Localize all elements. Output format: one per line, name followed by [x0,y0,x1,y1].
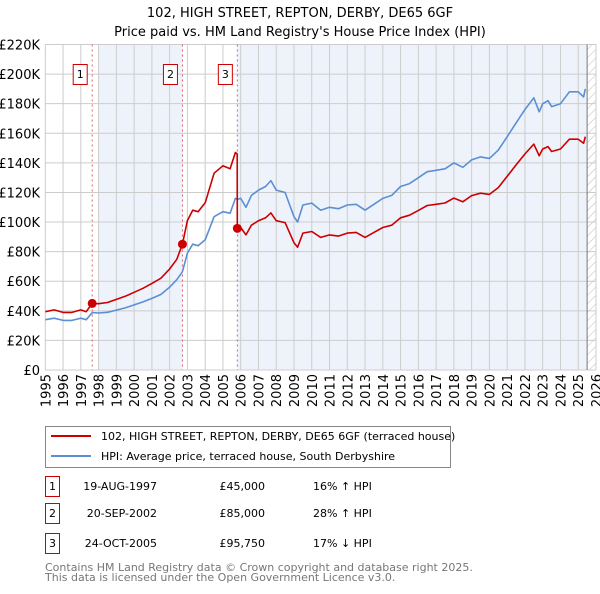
sale-marker-box [45,533,60,554]
x-tick-label: 2003 [181,374,196,407]
x-tick-label: 2006 [235,374,250,407]
sale-row: 2 20-SEP-2002 £85,000 28% ↑ HPI [45,503,372,524]
legend-box [45,426,451,468]
y-tick-label: £120K [0,186,40,201]
y-tick-label: £220K [0,39,40,54]
y-tick-label: £140K [0,157,40,172]
sale-point [87,298,97,308]
sale-hpi-diff: 17% ↓ HPI [313,537,372,550]
x-tick-label: 2007 [252,374,267,407]
x-tick-label: 2015 [395,374,410,407]
sale-hpi-diff: 16% ↑ HPI [313,480,372,493]
x-tick-label: 2001 [146,374,161,407]
x-tick-label: 2020 [483,374,498,407]
sale-point [232,223,242,233]
x-tick-label: 2025 [572,374,587,407]
legend-label-price: 102, HIGH STREET, REPTON, DERBY, DE65 6G… [101,430,455,443]
x-tick-label: 2000 [128,374,143,407]
sale-marker-box [45,503,60,524]
sale-date: 20-SEP-2002 [87,507,157,520]
y-tick-label: £80K [7,246,41,261]
footer-licence: This data is licensed under the Open Gov… [44,571,395,584]
x-tick-label: 1997 [75,374,90,407]
x-tick-label: 2016 [412,374,427,407]
y-tick-label: £0 [23,364,40,379]
chart-subtitle: Price paid vs. HM Land Registry's House … [114,25,486,40]
y-tick-label: £180K [0,98,40,113]
sale-marker-number: 3 [222,68,229,81]
x-tick-label: 2002 [164,374,179,407]
sale-row: 1 19-AUG-1997 £45,000 16% ↑ HPI [45,476,372,497]
sale-date: 19-AUG-1997 [83,480,157,493]
x-tick-label: 1999 [110,374,125,407]
x-tick-label: 1995 [39,374,54,407]
sale-marker-box [162,64,178,85]
sale-price: £95,750 [220,537,266,550]
sale-marker-box [72,64,88,85]
x-tick-label: 2012 [341,374,356,407]
sale-row: 3 24-OCT-2005 £95,750 17% ↓ HPI [45,533,372,554]
legend: 102, HIGH STREET, REPTON, DERBY, DE65 6G… [45,426,455,468]
chart-title: 102, HIGH STREET, REPTON, DERBY, DE65 6G… [147,6,453,21]
x-tick-label: 2017 [430,374,445,407]
x-tick-label: 2022 [519,374,534,407]
x-tick-label: 2013 [359,374,374,407]
x-tick-label: 2019 [466,374,481,407]
x-tick-label: 2004 [199,374,214,407]
forecast-hatch [587,44,596,370]
sale-price: £45,000 [220,480,266,493]
sale-date: 24-OCT-2005 [85,537,157,550]
sale-hpi-diff: 28% ↑ HPI [313,507,372,520]
y-tick-label: £40K [7,305,41,320]
x-tick-label: 2011 [324,374,339,407]
x-tick-label: 1998 [93,374,108,407]
y-tick-label: £200K [0,68,40,83]
x-tick-label: 2014 [377,374,392,407]
sale-marker-number: 2 [167,68,174,81]
y-tick-label: £60K [7,275,41,290]
shaded-period [98,44,183,370]
x-tick-label: 2023 [537,374,552,407]
legend-label-hpi: HPI: Average price, terraced house, Sout… [101,450,395,463]
sale-number: 2 [49,507,56,520]
price-paid-line [45,136,587,314]
sale-point [177,239,187,249]
x-tick-label: 1996 [57,374,72,407]
y-tick-label: £100K [0,216,40,231]
x-tick-label: 2026 [590,374,600,407]
y-tick-label: £160K [0,127,40,142]
sale-marker-box [45,476,60,497]
x-tick-label: 2018 [448,374,463,407]
x-tick-label: 2005 [217,374,232,407]
sale-number: 3 [49,537,56,550]
plot-area: £0 £20K £40K £60K £80K £100K £120K £140K £160K £1… [0,39,600,408]
sale-price: £85,000 [220,507,266,520]
x-tick-label: 2010 [306,374,321,407]
y-tick-label: £20K [7,334,41,349]
sales-table: 1 19-AUG-1997 £45,000 16% ↑ HPI 2 20-SEP… [45,476,372,554]
x-tick-label: 2009 [288,374,303,407]
sale-marker-number: 1 [77,68,84,81]
x-tick-label: 2008 [270,374,285,407]
sale-number: 1 [49,480,56,493]
sale-marker-box [217,64,233,85]
shaded-period [237,44,588,370]
x-tick-label: 2024 [554,374,569,407]
footer-copyright: Contains HM Land Registry data © Crown c… [45,561,473,574]
hpi-line [45,88,587,322]
x-tick-label: 2021 [501,374,516,407]
